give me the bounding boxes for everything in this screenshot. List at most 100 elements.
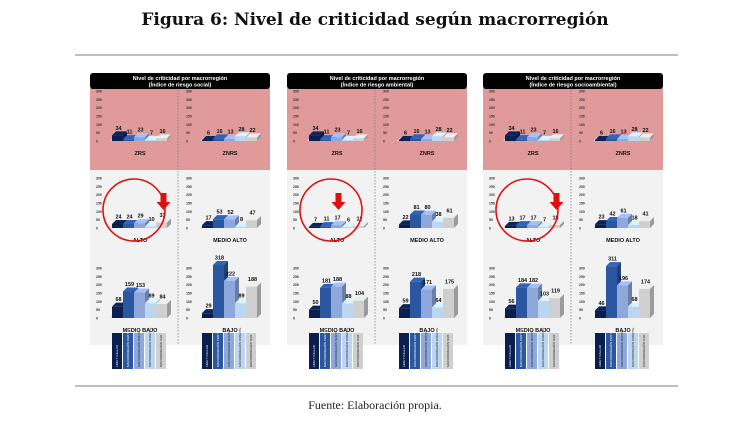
- data-label: 50: [312, 300, 318, 306]
- highlight-arrow-icon: [156, 193, 171, 210]
- data-label: 17: [334, 216, 340, 222]
- bar: [617, 217, 628, 228]
- bar: [639, 289, 650, 318]
- bar: [538, 139, 549, 141]
- data-label: 52: [227, 210, 233, 216]
- bar-top: [606, 262, 621, 267]
- legend-swatch: [606, 333, 616, 369]
- legend: LIMA Y CALLAO MACRORREGIÓN CENTRO MACRORRE…: [112, 328, 166, 369]
- bar-side: [364, 134, 368, 141]
- data-label: 53: [216, 210, 222, 216]
- data-label: 17: [530, 216, 536, 222]
- y-tick-label: 0: [293, 140, 295, 144]
- y-tick-label: 250: [579, 185, 585, 189]
- y-tick-label: 50: [293, 131, 297, 135]
- bar: [112, 306, 123, 318]
- bar-top: [353, 134, 368, 139]
- data-label: 153: [136, 283, 145, 289]
- y-tick-label: 0: [186, 317, 188, 321]
- highlight-circle: [495, 178, 559, 242]
- panel-3: Nivel de criticidad por macrorregión(Índ…: [483, 73, 663, 369]
- data-label: 22: [642, 128, 648, 134]
- bar: [595, 140, 606, 141]
- data-label: 12: [356, 217, 362, 223]
- bar-top: [246, 133, 261, 138]
- legend-swatch: [617, 333, 627, 369]
- mini-chart-medio-alto: 0 50 100 150 200 250 300 23 42 61 18 41 MEDIO ALTO: [579, 177, 654, 244]
- bar: [145, 226, 156, 228]
- y-tick-label: 100: [293, 300, 299, 304]
- y-tick-label: 100: [96, 123, 102, 127]
- y-tick-label: 200: [186, 193, 192, 197]
- legend-label: LIMA Y CALLAO: [205, 344, 209, 367]
- y-tick-label: 50: [293, 308, 297, 312]
- bar-top: [145, 299, 160, 304]
- y-tick-label: 0: [383, 140, 385, 144]
- y-tick-label: 250: [489, 275, 495, 279]
- legend-swatch: [309, 333, 319, 369]
- bar: [432, 136, 443, 141]
- bar-top: [112, 131, 127, 136]
- data-label: 24: [115, 215, 122, 221]
- bar: [112, 135, 123, 141]
- data-label: 7: [314, 217, 317, 223]
- bar: [342, 303, 353, 318]
- legend-label: MACRORREGIÓN CENTRO: [322, 328, 327, 367]
- legend-label: LIMA Y CALLAO: [402, 344, 406, 367]
- legend-swatch: [134, 333, 144, 369]
- bar-top: [410, 210, 425, 215]
- y-tick-label: 200: [96, 193, 102, 197]
- category-label: ZNRS: [616, 151, 631, 157]
- data-label: 64: [435, 298, 442, 304]
- bar: [527, 225, 538, 228]
- y-tick-label: 300: [489, 90, 495, 94]
- y-tick-label: 300: [186, 90, 192, 94]
- data-label: 61: [446, 208, 452, 214]
- data-label: 13: [424, 129, 430, 135]
- data-label: 182: [529, 278, 538, 284]
- y-tick-label: 250: [96, 185, 102, 189]
- panel-header: [90, 73, 270, 89]
- bar-side: [364, 222, 368, 228]
- bar: [353, 300, 364, 318]
- y-tick-label: 100: [579, 210, 585, 214]
- data-label: 23: [137, 128, 143, 134]
- y-tick-label: 300: [186, 177, 192, 181]
- bar: [202, 225, 213, 228]
- y-tick-label: 200: [579, 106, 585, 110]
- legend-swatch: [421, 333, 431, 369]
- bar-top: [505, 131, 520, 136]
- bar: [516, 225, 527, 228]
- bar: [527, 137, 538, 141]
- mini-chart-medio-bajo: 0 50 100 150 200 250 300 56 184 182 103 119 MEDIO BA…: [489, 267, 564, 334]
- bar: [628, 136, 639, 141]
- bar: [516, 139, 527, 141]
- data-label: 7: [347, 130, 350, 136]
- bar: [421, 214, 432, 228]
- bar: [320, 139, 331, 141]
- bar: [410, 138, 421, 141]
- legend-label: MACRORREGIÓN NORTE: [423, 331, 428, 367]
- data-label: 59: [402, 299, 408, 305]
- bar: [112, 224, 123, 228]
- y-tick-label: 100: [383, 300, 389, 304]
- bar: [516, 287, 527, 318]
- data-label: 23: [334, 128, 340, 134]
- data-label: 188: [248, 277, 257, 283]
- data-label: 89: [238, 294, 244, 300]
- panel-title: Nivel de criticidad por macrorregión: [133, 76, 228, 82]
- bar: [342, 227, 353, 228]
- y-tick-label: 50: [383, 218, 387, 222]
- bar: [432, 221, 443, 228]
- category-label: MEDIO ALTO: [410, 238, 445, 244]
- bar-side: [257, 216, 261, 228]
- bar: [331, 225, 342, 228]
- legend: LIMA Y CALLAO MACRORREGIÓN CENTRO MACRORRE…: [505, 328, 559, 369]
- legend-label: MACRORREGIÓN ORIENTE: [630, 328, 635, 367]
- legend-label: LIMA Y CALLAO: [508, 344, 512, 367]
- data-label: 34: [115, 126, 122, 132]
- y-tick-label: 250: [383, 185, 389, 189]
- y-tick-label: 200: [186, 106, 192, 110]
- y-tick-label: 100: [186, 123, 192, 127]
